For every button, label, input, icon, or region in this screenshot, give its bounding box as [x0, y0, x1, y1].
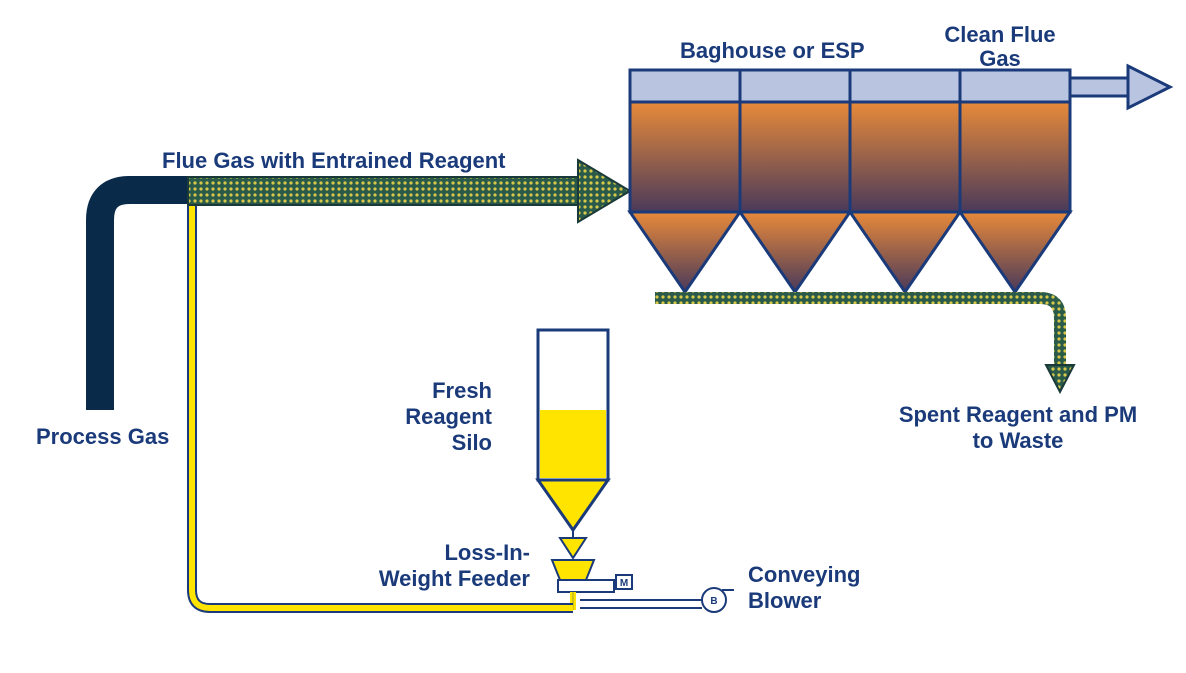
loss-in-weight-feeder: M [552, 560, 632, 610]
label-spent-1: Spent Reagent and PM [899, 402, 1137, 427]
label-process-gas: Process Gas [36, 424, 169, 449]
motor-badge: M [620, 578, 628, 589]
label-clean-flue-2: Gas [979, 46, 1021, 71]
label-feeder-1: Loss-In- [444, 540, 530, 565]
fresh-reagent-silo [538, 330, 608, 558]
label-flue-gas: Flue Gas with Entrained Reagent [162, 148, 506, 173]
clean-flue-gas-arrow [1070, 66, 1170, 108]
label-silo-3: Silo [452, 430, 492, 455]
label-blower-1: Conveying [748, 562, 860, 587]
label-baghouse: Baghouse or ESP [680, 38, 865, 63]
label-silo-1: Fresh [432, 378, 492, 403]
process-gas-pipe [100, 190, 190, 410]
blower-badge: B [710, 596, 717, 607]
label-blower-2: Blower [748, 588, 822, 613]
label-clean-flue-1: Clean Flue [944, 22, 1055, 47]
baghouse [630, 70, 1070, 292]
label-spent-2: to Waste [973, 428, 1064, 453]
dsi-flow-diagram: M B Process Gas Flue Gas with Entrained … [0, 0, 1186, 673]
label-feeder-2: Weight Feeder [379, 566, 531, 591]
spent-reagent-line [655, 298, 1074, 392]
label-silo-2: Reagent [405, 404, 492, 429]
